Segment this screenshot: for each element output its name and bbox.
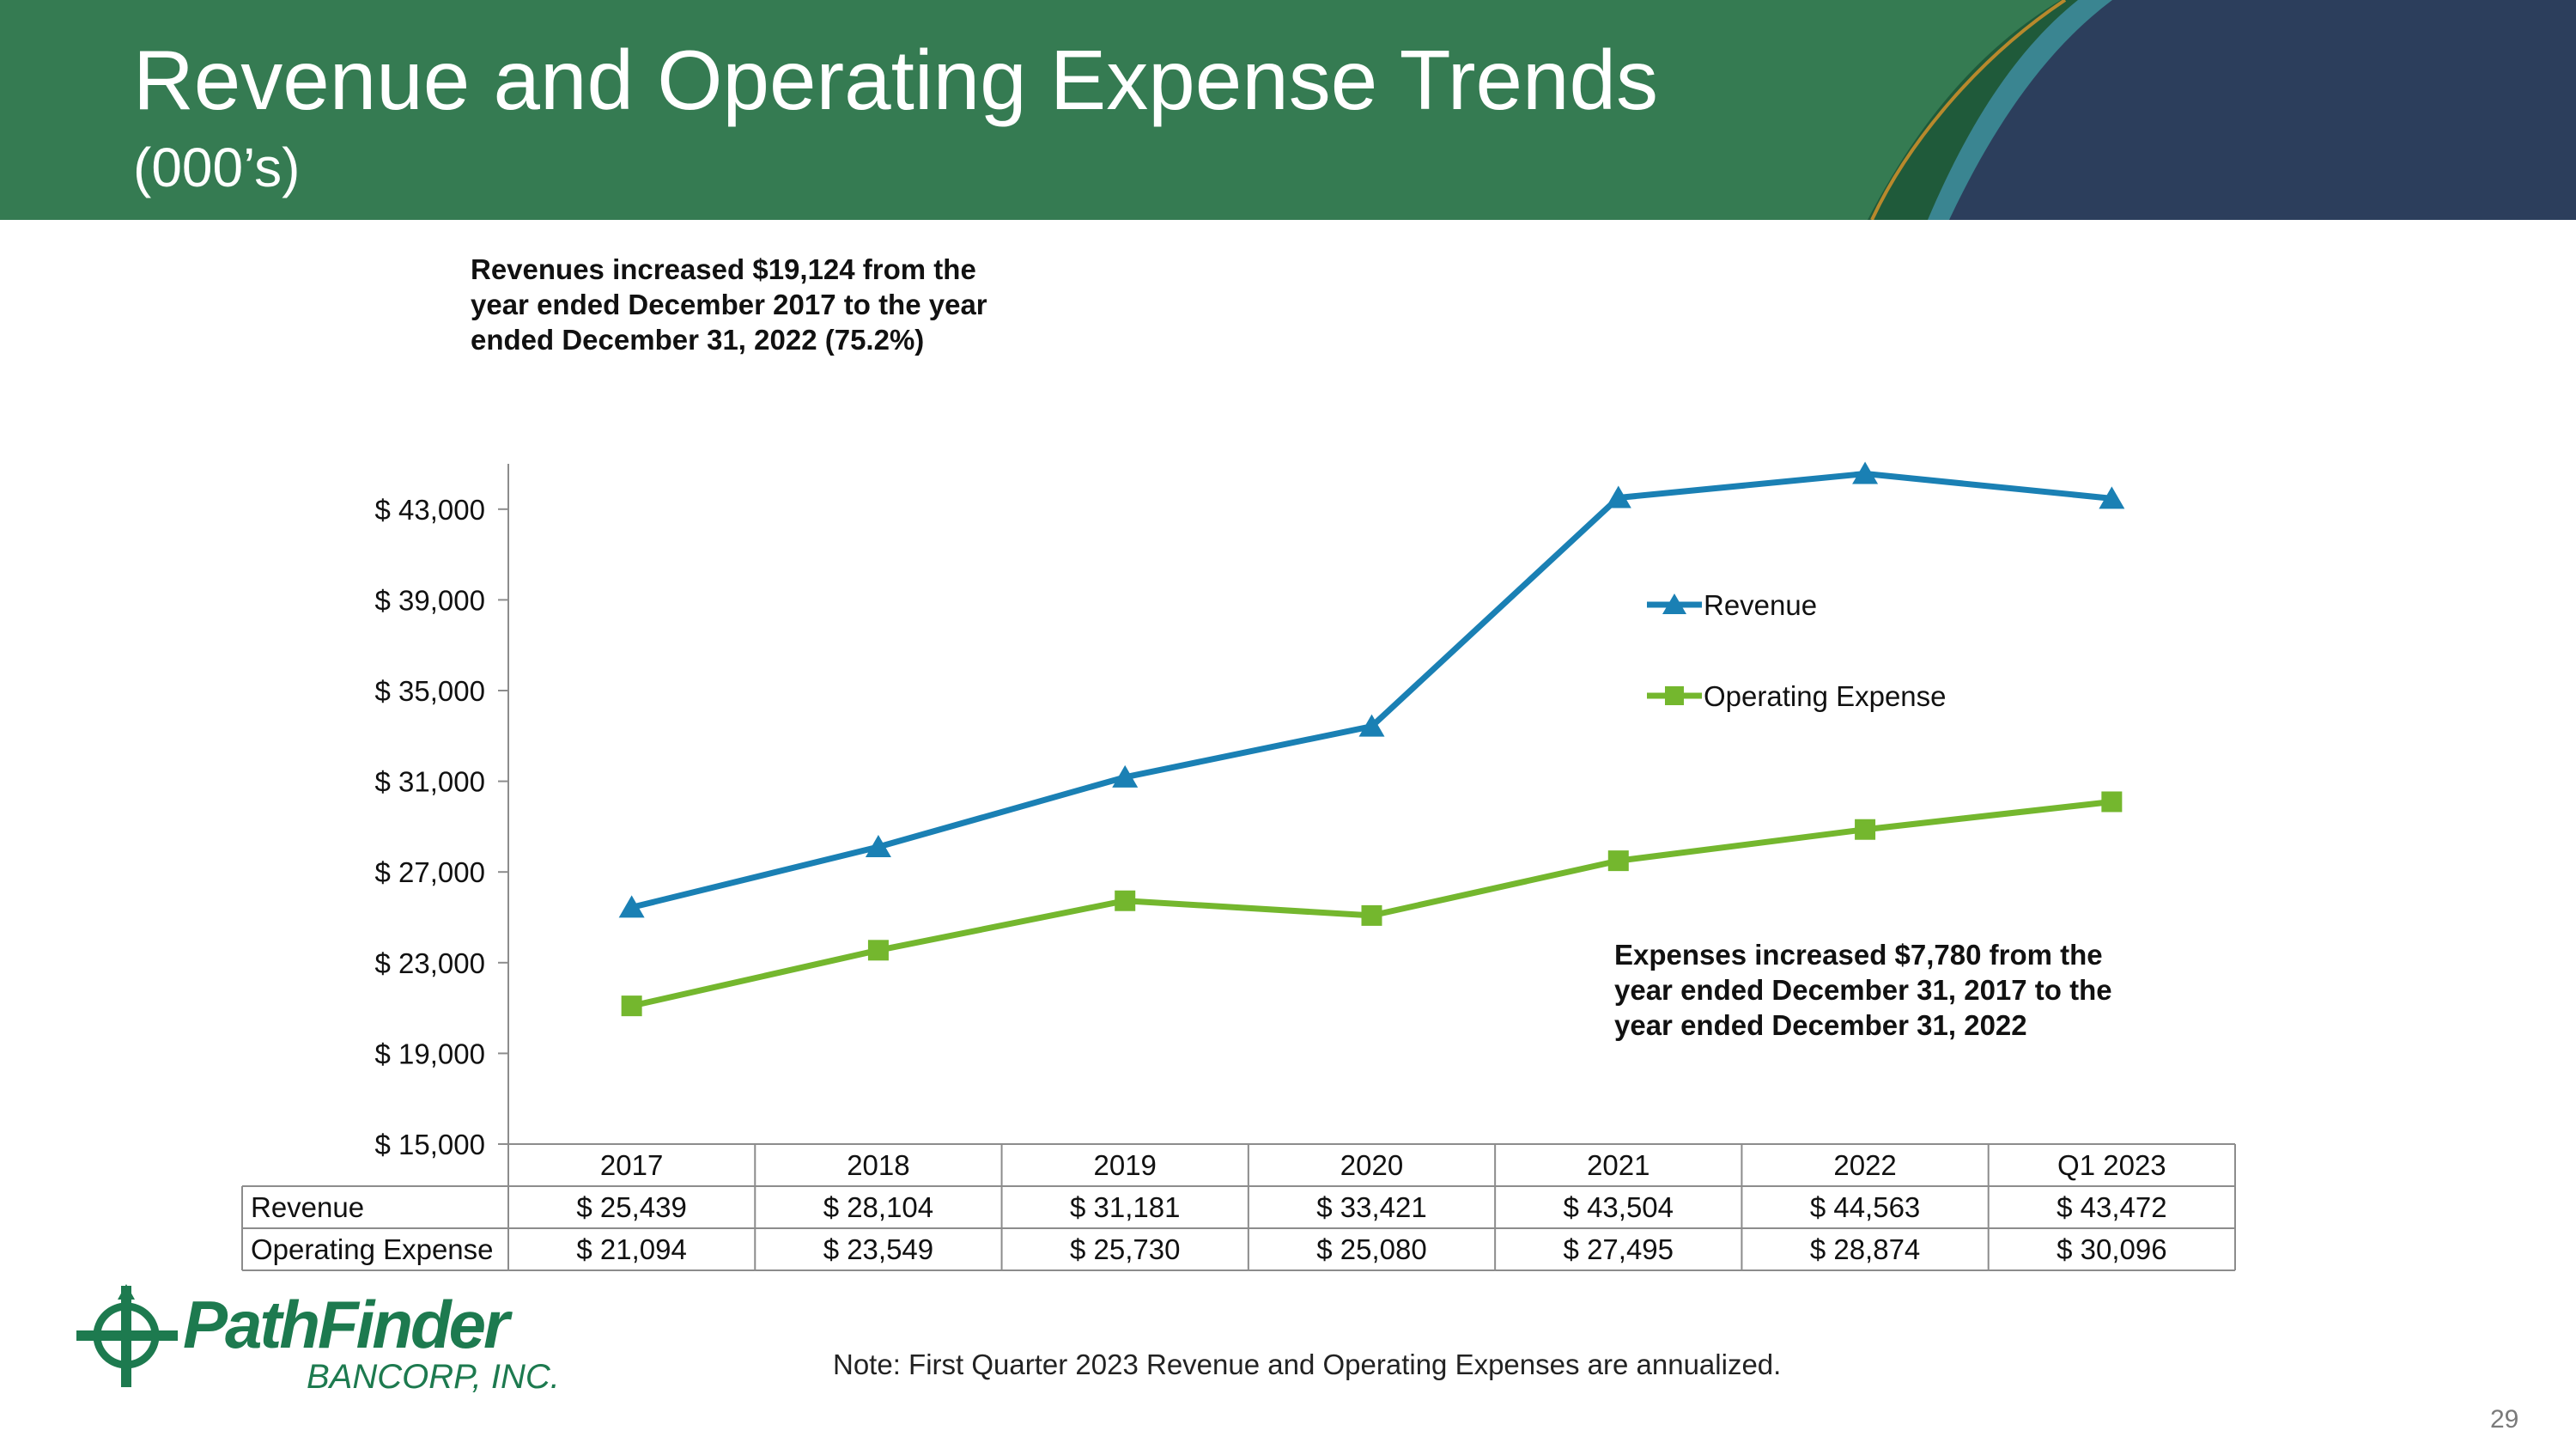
x-category-label: 2022 — [1833, 1149, 1896, 1181]
table-cell-value: $ 44,563 — [1810, 1191, 1920, 1223]
y-tick-label: $ 27,000 — [375, 856, 485, 888]
y-tick-label: $ 15,000 — [375, 1129, 485, 1160]
table-cell-value: $ 43,472 — [2057, 1191, 2166, 1223]
revenue-point — [1358, 714, 1385, 737]
table-cell-value: $ 33,421 — [1316, 1191, 1426, 1223]
expense-point — [1361, 904, 1382, 926]
x-category-label: 2019 — [1094, 1149, 1157, 1181]
legend-label: Operating Expense — [1704, 680, 1947, 712]
expense-point — [2101, 791, 2123, 813]
table-cell-value: $ 23,549 — [823, 1233, 933, 1265]
page-title: Revenue and Operating Expense Trends — [133, 33, 1659, 127]
table-cell-value: $ 27,495 — [1564, 1233, 1674, 1265]
logo-subtitle: BANCORP, INC. — [307, 1358, 560, 1396]
footnote: Note: First Quarter 2023 Revenue and Ope… — [833, 1349, 1782, 1380]
table-cell-value: $ 25,439 — [576, 1191, 686, 1223]
expense-point — [1855, 819, 1876, 840]
expense-point — [1607, 850, 1629, 872]
table-cell-value: $ 25,080 — [1316, 1233, 1426, 1265]
legend-label: Revenue — [1704, 589, 1817, 621]
company-logo: PathFinder BANCORP, INC. — [73, 1284, 560, 1404]
y-tick-label: $ 31,000 — [375, 766, 485, 798]
y-tick-label: $ 35,000 — [375, 675, 485, 707]
x-category-label: 2017 — [600, 1149, 663, 1181]
revenue-point — [618, 895, 645, 918]
table-cell-value: $ 21,094 — [576, 1233, 686, 1265]
revenue-point — [1605, 485, 1631, 508]
legend-item-operating-expense: Operating Expense — [1647, 680, 1947, 712]
x-category-label: 2021 — [1587, 1149, 1649, 1181]
expense-point — [867, 940, 889, 961]
y-tick-label: $ 23,000 — [375, 947, 485, 979]
compass-icon — [76, 1284, 178, 1387]
table-cell-value: $ 25,730 — [1070, 1233, 1180, 1265]
x-category-label: Q1 2023 — [2057, 1149, 2166, 1181]
table-cell-value: $ 28,104 — [823, 1191, 933, 1223]
header-banner: Revenue and Operating Expense Trends (00… — [0, 0, 2576, 220]
revenue-point — [1112, 764, 1139, 788]
table-cell-value: $ 28,874 — [1810, 1233, 1920, 1265]
legend-square-marker — [1665, 686, 1684, 705]
header-navy-panel — [1949, 0, 2576, 220]
legend-triangle-marker — [1662, 594, 1686, 614]
header-background — [0, 0, 2576, 220]
x-category-label: 2018 — [847, 1149, 909, 1181]
y-tick-label: $ 43,000 — [375, 494, 485, 526]
table-row-label: Revenue — [251, 1191, 364, 1223]
y-tick-label: $ 39,000 — [375, 584, 485, 616]
expense-point — [1115, 890, 1136, 911]
revenue-callout: Revenues increased $19,124 from the year… — [471, 253, 987, 356]
x-category-label: 2020 — [1340, 1149, 1403, 1181]
table-cell-value: $ 31,181 — [1070, 1191, 1180, 1223]
expense-callout: Expenses increased $7,780 from the year … — [1614, 939, 2112, 1041]
logo-wordmark: PathFinder — [183, 1287, 509, 1362]
revenue-point — [865, 835, 891, 858]
y-tick-label: $ 19,000 — [375, 1038, 485, 1069]
header-gold-line — [1870, 0, 2067, 220]
table-row-label: Operating Expense — [251, 1233, 494, 1265]
legend-item-revenue: Revenue — [1647, 589, 1817, 621]
expense-point — [621, 995, 642, 1017]
page-subtitle: (000’s) — [133, 137, 301, 198]
revenue-point — [1852, 461, 1879, 484]
revenue-point — [2099, 486, 2125, 509]
table-cell-value: $ 43,504 — [1564, 1191, 1674, 1223]
page-number: 29 — [2490, 1405, 2519, 1434]
table-cell-value: $ 30,096 — [2057, 1233, 2166, 1265]
